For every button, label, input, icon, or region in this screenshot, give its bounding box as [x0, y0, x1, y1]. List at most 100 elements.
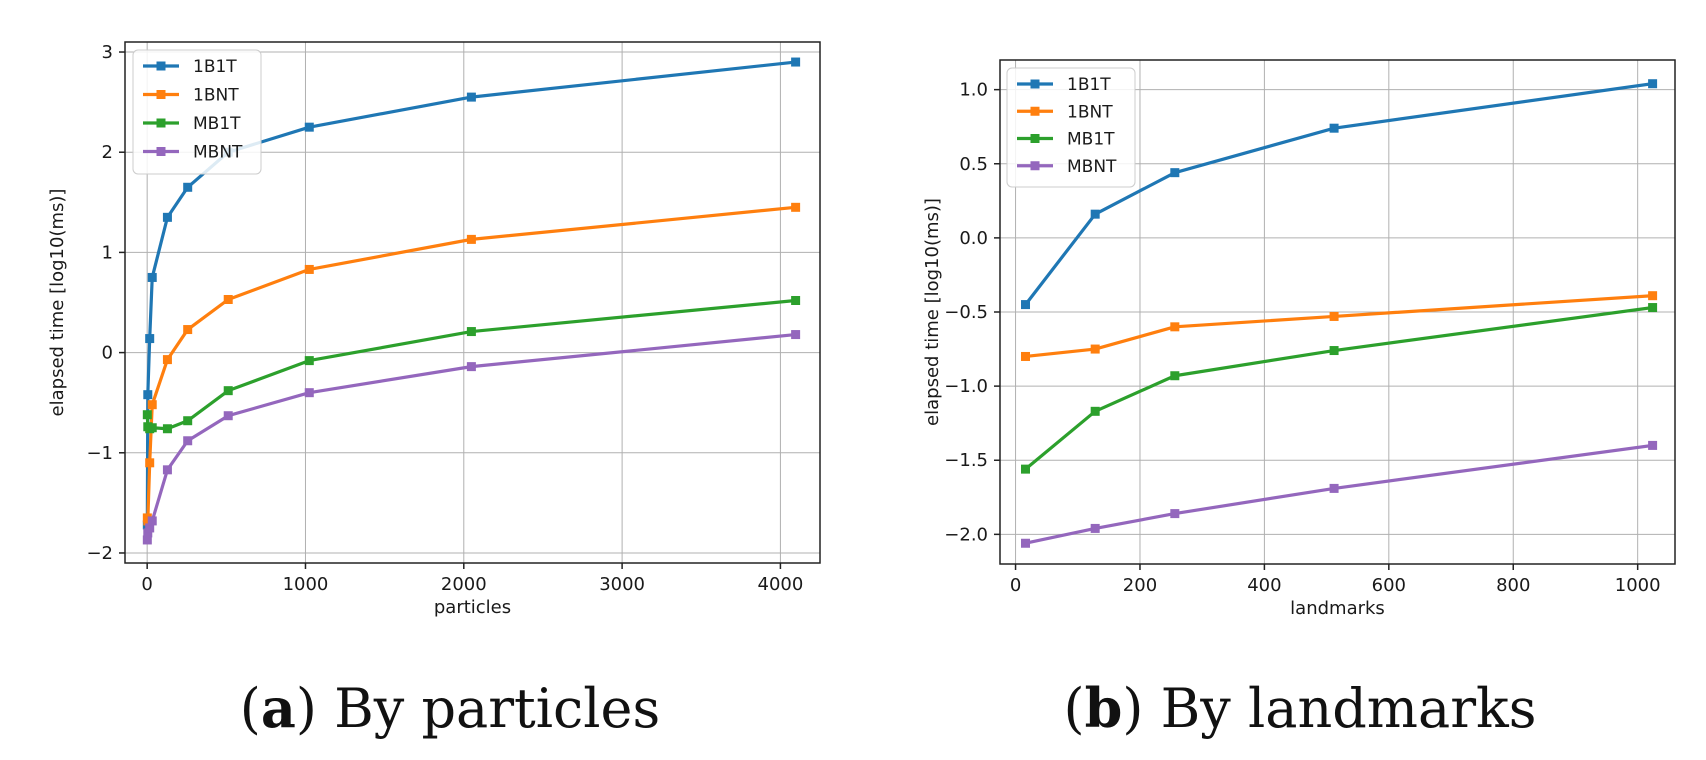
legend-label: MBNT — [193, 143, 243, 163]
legend-label: 1BNT — [193, 86, 239, 106]
data-point — [142, 535, 152, 545]
x-axis-label: particles — [434, 597, 511, 618]
x-tick-label: 600 — [1372, 575, 1406, 596]
legend: 1B1T 1BNT MB1T MBNT — [132, 49, 262, 175]
series-MB1T — [142, 295, 801, 434]
x-axis-label: landmarks — [1290, 598, 1385, 619]
subfigure-caption: (b) By landmarks — [1064, 676, 1537, 740]
data-point — [147, 423, 157, 433]
data-point — [1648, 303, 1658, 313]
subfigure-caption: (a) By particles — [240, 676, 660, 740]
data-point — [1021, 300, 1031, 310]
legend-marker — [1030, 134, 1040, 143]
chart-a: 0 1000 2000 3000 4000 −2 −1 0 1 2 3 particles elapse… — [47, 41, 821, 740]
caption-paren-open: ( — [240, 677, 261, 740]
data-point — [791, 57, 801, 67]
data-point — [162, 465, 172, 475]
legend-marker — [1030, 79, 1040, 89]
data-point — [143, 528, 153, 538]
series-1BNT — [142, 202, 801, 526]
data-point — [223, 294, 233, 304]
data-point — [162, 212, 172, 222]
y-tick-label: −0.5 — [944, 302, 988, 323]
x-tick-label: 200 — [1123, 575, 1157, 596]
data-point — [1170, 168, 1180, 178]
data-point — [1090, 209, 1100, 219]
series-line — [1024, 305, 1653, 471]
data-point — [223, 386, 233, 396]
series-MBNT — [1021, 440, 1658, 548]
data-point — [791, 202, 801, 212]
data-point — [1021, 464, 1031, 474]
series-line — [145, 205, 796, 523]
x-tick-label: 0 — [1010, 575, 1021, 596]
series-line — [145, 60, 796, 525]
caption-letter: a — [261, 676, 296, 740]
data-point — [1329, 123, 1339, 133]
y-tick-label: −2.0 — [944, 524, 988, 545]
series-MBNT — [142, 330, 801, 545]
data-point — [304, 356, 314, 366]
data-point — [791, 330, 801, 340]
y-tick-label: 0 — [102, 343, 113, 364]
data-point — [162, 355, 172, 365]
data-point — [162, 424, 172, 434]
legend-marker — [156, 118, 166, 128]
caption-text: ) By landmarks — [1122, 677, 1536, 740]
legend-label: MBNT — [1067, 157, 1117, 177]
legend: 1B1T 1BNT MB1T MBNT — [1006, 67, 1136, 188]
data-point — [183, 416, 193, 426]
series-MB1T — [1021, 303, 1658, 474]
legend-marker — [156, 90, 166, 99]
data-point — [1648, 291, 1658, 301]
data-point — [143, 390, 153, 400]
data-point — [466, 327, 476, 337]
plot-frame — [124, 41, 821, 564]
data-point — [1329, 311, 1339, 321]
legend-marker — [156, 147, 166, 156]
data-point — [1170, 322, 1180, 332]
legend-box — [132, 49, 262, 175]
data-point — [1090, 523, 1100, 533]
data-point — [1090, 406, 1100, 416]
y-axis-label: elapsed time [log10(ms)] — [47, 189, 68, 417]
data-point — [1021, 351, 1031, 361]
y-tick-label: −1.0 — [944, 376, 988, 397]
x-tick-label: 1000 — [1615, 575, 1661, 596]
data-point — [304, 122, 314, 132]
y-tick-label: 1 — [102, 242, 113, 263]
data-point — [466, 362, 476, 372]
data-point — [1648, 440, 1658, 450]
data-point — [145, 523, 155, 533]
data-point — [145, 334, 155, 344]
data-point — [147, 400, 157, 410]
data-point — [791, 295, 801, 305]
y-tick-label: 0.5 — [959, 154, 988, 175]
data-point — [183, 436, 193, 446]
data-point — [147, 516, 157, 526]
series-line — [1025, 294, 1653, 359]
series-1BNT — [1021, 291, 1658, 361]
legend-marker — [156, 61, 166, 71]
x-tick-label: 0 — [141, 574, 152, 595]
data-point — [1021, 538, 1031, 548]
y-tick-label: 1.0 — [959, 80, 988, 101]
data-point — [145, 458, 155, 468]
caption-letter: b — [1085, 676, 1123, 740]
y-tick-label: 2 — [102, 142, 113, 163]
x-tick-label: 2000 — [441, 574, 487, 595]
x-tick-label: 3000 — [599, 574, 645, 595]
y-tick-label: −2 — [86, 543, 113, 564]
y-axis-label: elapsed time [log10(ms)] — [922, 198, 943, 426]
x-tick-label: 400 — [1247, 575, 1281, 596]
data-point — [183, 182, 193, 192]
data-point — [147, 272, 157, 282]
data-point — [183, 325, 193, 335]
caption-paren-open: ( — [1064, 677, 1085, 740]
x-tick-label: 4000 — [758, 574, 804, 595]
y-tick-label: 0.0 — [959, 228, 988, 249]
data-point — [466, 92, 476, 102]
legend-label: MB1T — [193, 114, 241, 134]
data-point — [1170, 371, 1180, 381]
x-tick-label: 1000 — [283, 574, 329, 595]
